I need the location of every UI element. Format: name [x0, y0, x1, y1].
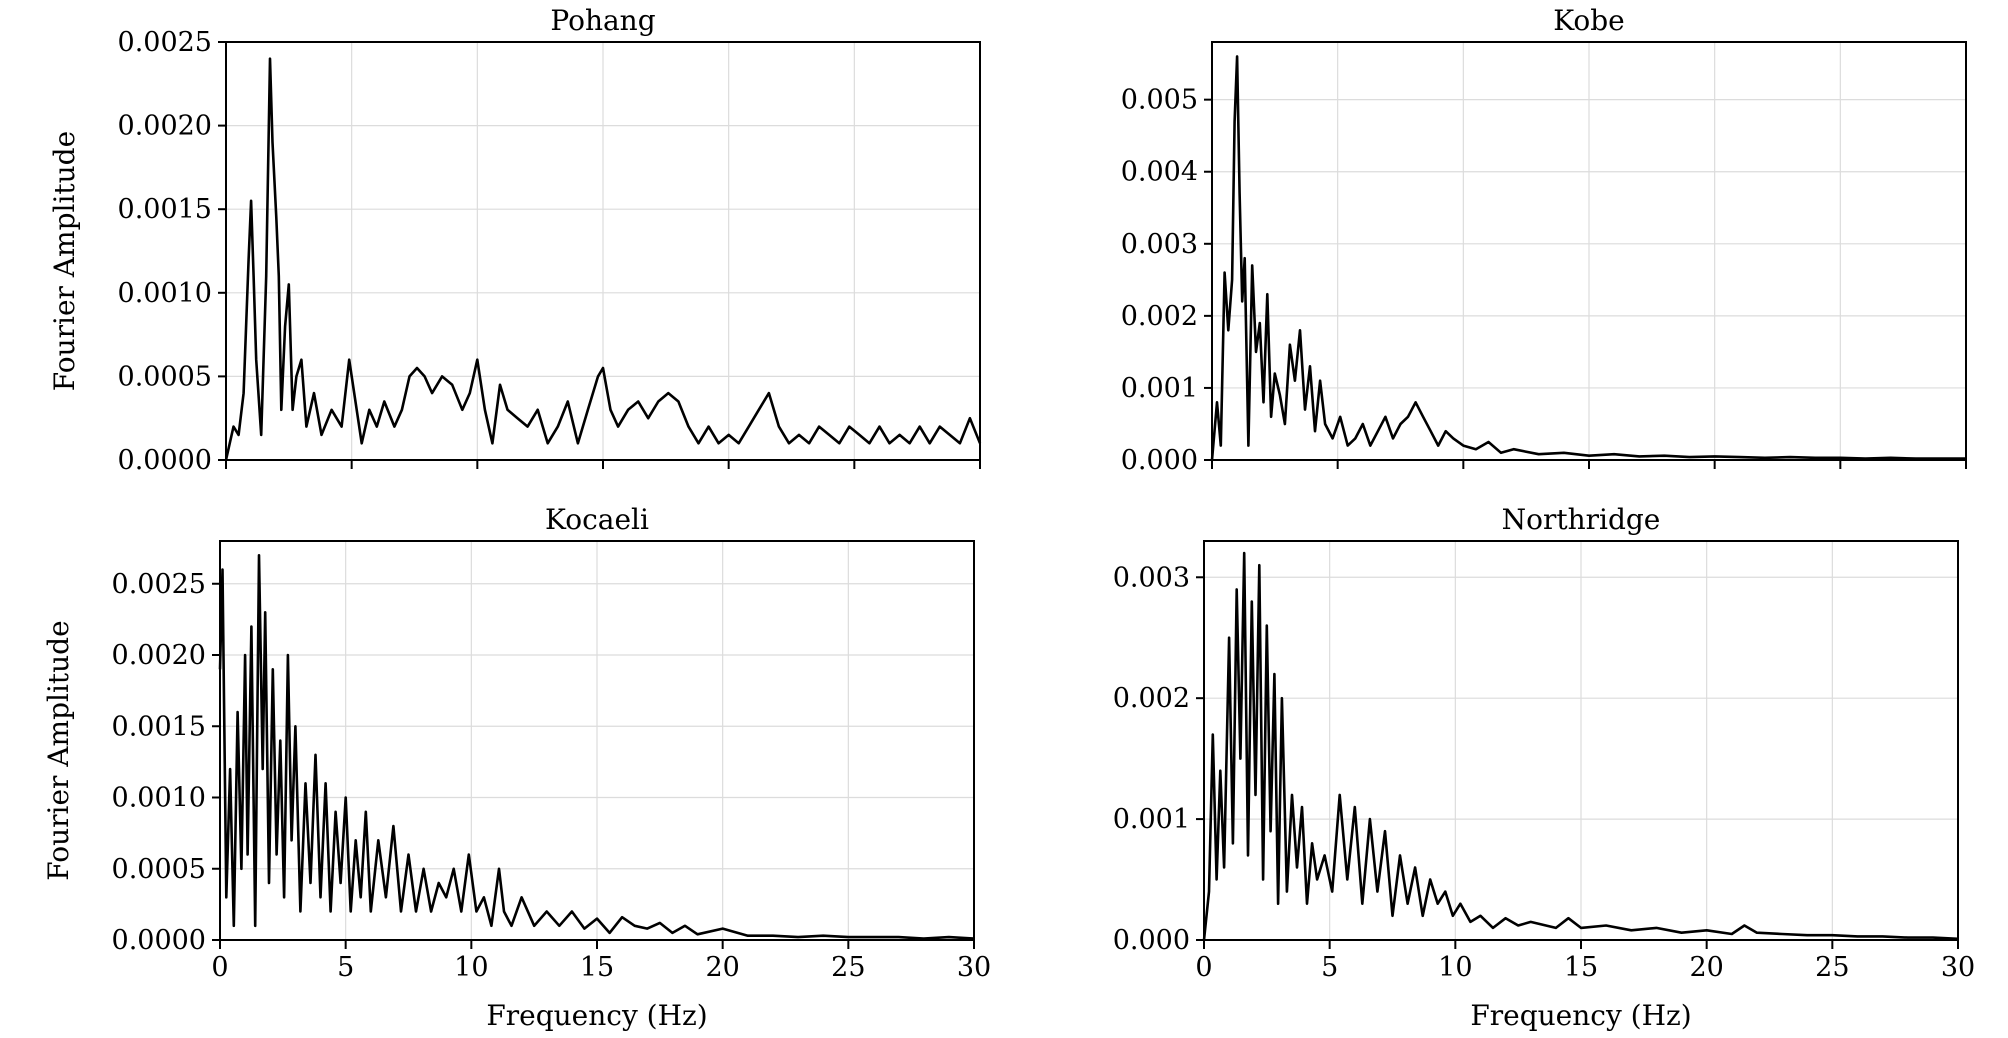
x-axis-label: Frequency (Hz)	[1470, 999, 1691, 1032]
axes-frame	[225, 41, 981, 461]
axes-frame	[219, 540, 975, 941]
x-tick-label: 15	[580, 952, 614, 983]
y-tick-label: 0.002	[1121, 301, 1198, 332]
chart-title: Pohang	[550, 4, 655, 37]
x-tick-label: 5	[1321, 952, 1338, 983]
y-tick-label: 0.0000	[118, 445, 212, 476]
x-tick-label: 5	[337, 952, 354, 983]
y-tick-label: 0.0000	[112, 925, 206, 956]
y-tick-label: 0.0025	[112, 569, 206, 600]
x-tick-label: 30	[1941, 952, 1975, 983]
series-line	[1202, 551, 1959, 941]
x-tick-label: 10	[1438, 952, 1472, 983]
y-tick-label: 0.005	[1121, 85, 1198, 116]
y-tick-label: 0.0005	[112, 854, 206, 885]
y-tick-label: 0.003	[1113, 562, 1190, 593]
y-tick-label: 0.004	[1121, 157, 1198, 188]
y-axis-label: Fourier Amplitude	[42, 620, 75, 880]
x-tick-label: 20	[705, 952, 739, 983]
series-line	[218, 553, 975, 940]
y-tick-label: 0.0015	[118, 194, 212, 225]
x-tick-label: 25	[1815, 952, 1849, 983]
x-tick-label: 15	[1564, 952, 1598, 983]
y-axis-label: Fourier Amplitude	[48, 131, 81, 391]
y-tick-label: 0.001	[1121, 373, 1198, 404]
y-tick-label: 0.0010	[112, 783, 206, 814]
y-tick-label: 0.0025	[118, 27, 212, 58]
y-tick-label: 0.0005	[118, 361, 212, 392]
panel-3: 0.000 0.001 0.002 0.003 0 5 10 15 20 25 30 Northrid…	[1113, 503, 1975, 1032]
x-tick-label: 30	[957, 952, 991, 983]
x-tick-label: 20	[1689, 952, 1723, 983]
y-tick-label: 0.003	[1121, 229, 1198, 260]
series-line	[1210, 55, 1966, 461]
y-tick-label: 0.0020	[118, 111, 212, 142]
y-tick-label: 0.000	[1121, 445, 1198, 476]
chart-title: Kobe	[1553, 4, 1625, 37]
axes-frame	[1203, 540, 1959, 941]
x-tick-label: 0	[1195, 952, 1212, 983]
chart-title: Kocaeli	[545, 503, 649, 536]
x-tick-label: 10	[454, 952, 488, 983]
y-tick-label: 0.000	[1113, 925, 1190, 956]
y-tick-label: 0.0020	[112, 640, 206, 671]
y-tick-label: 0.002	[1113, 683, 1190, 714]
y-tick-label: 0.001	[1113, 804, 1190, 835]
panel-2: 0.0000 0.0005 0.0010 0.0015 0.0020 0.0025 0 5 10…	[42, 503, 991, 1032]
y-tick-label: 0.0015	[112, 711, 206, 742]
x-tick-label: 0	[211, 952, 228, 983]
x-tick-label: 25	[831, 952, 865, 983]
series-line	[224, 57, 982, 461]
chart-title: Northridge	[1502, 503, 1661, 536]
axes-frame	[1211, 41, 1967, 461]
panel-1: 0.000 0.001 0.002 0.003 0.004 0.005 Kobe	[1121, 4, 1967, 476]
x-axis-label: Frequency (Hz)	[486, 999, 707, 1032]
panel-0: 0.0000 0.0005 0.0010 0.0015 0.0020 0.0025 Poha…	[48, 4, 982, 476]
y-tick-label: 0.0010	[118, 278, 212, 309]
